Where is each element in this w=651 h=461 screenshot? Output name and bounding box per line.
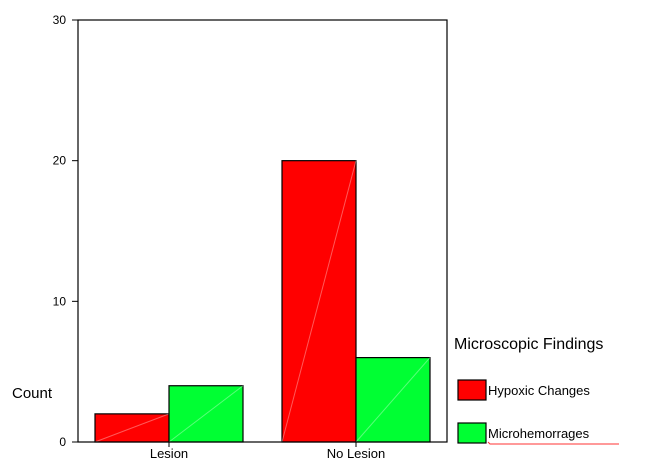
bar-microhemorrages-no-lesion bbox=[355, 357, 431, 443]
y-tick-label: 10 bbox=[53, 294, 67, 308]
bar-sheen bbox=[94, 413, 170, 443]
bar-sheen bbox=[168, 385, 244, 443]
x-tick-label: Lesion bbox=[150, 446, 188, 461]
bar-sheen bbox=[281, 160, 357, 443]
y-tick-label: 30 bbox=[53, 13, 67, 27]
bar-sheen bbox=[355, 357, 431, 443]
legend-label: Microhemorrages bbox=[488, 426, 590, 441]
legend: Microscopic Findings Hypoxic Changes Micr… bbox=[454, 336, 619, 445]
spellcheck-underline bbox=[487, 441, 619, 445]
y-axis: 0 10 20 30 bbox=[53, 13, 78, 449]
y-axis-label: Count bbox=[12, 385, 53, 402]
legend-label: Hypoxic Changes bbox=[488, 383, 590, 398]
y-tick-label: 0 bbox=[59, 435, 66, 449]
x-axis: Lesion No Lesion bbox=[150, 442, 385, 461]
legend-title: Microscopic Findings bbox=[454, 336, 603, 353]
y-tick-label: 20 bbox=[53, 154, 67, 168]
plot-frame bbox=[77, 19, 448, 443]
bars bbox=[94, 160, 431, 443]
legend-swatch bbox=[457, 379, 487, 401]
bar-hypoxic-changes-lesion bbox=[94, 413, 170, 443]
x-tick-label: No Lesion bbox=[327, 446, 386, 461]
legend-swatch bbox=[457, 422, 487, 444]
bar-hypoxic-changes-no-lesion bbox=[281, 160, 357, 443]
